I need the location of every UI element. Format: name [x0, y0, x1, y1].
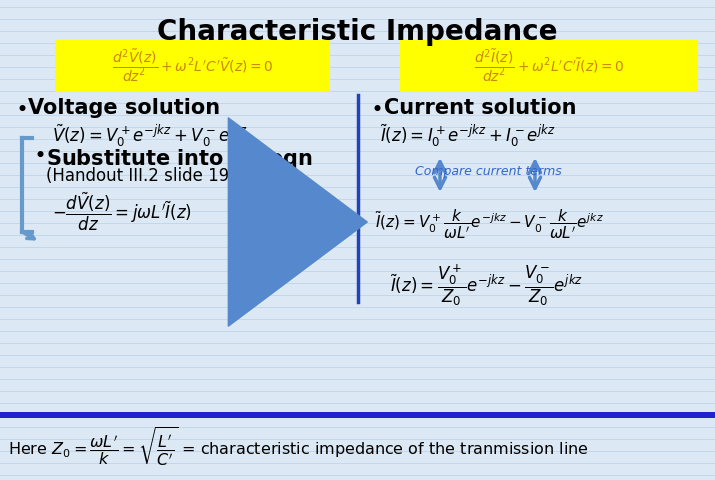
Text: $\dfrac{d^2\tilde{V}(z)}{dz^2}+\omega^2 L'C'\tilde{V}(z)=0$: $\dfrac{d^2\tilde{V}(z)}{dz^2}+\omega^2 …	[112, 48, 273, 84]
Text: $\bullet$: $\bullet$	[15, 98, 26, 118]
Text: $-\dfrac{d\tilde{V}(z)}{dz}=j\omega L'\tilde{I}(z)$: $-\dfrac{d\tilde{V}(z)}{dz}=j\omega L'\t…	[52, 190, 192, 232]
Bar	[0, 412, 715, 418]
Text: $\dfrac{d^2\tilde{I}(z)}{dz^2}+\omega^2 L'C'\tilde{I}(z)=0$: $\dfrac{d^2\tilde{I}(z)}{dz^2}+\omega^2 …	[473, 48, 624, 84]
Text: $\bullet$: $\bullet$	[33, 144, 44, 164]
Text: Voltage solution: Voltage solution	[28, 98, 220, 118]
Text: $\tilde{I}(z)=V_0^+\dfrac{k}{\omega L'}e^{-jkz}-V_0^-\dfrac{k}{\omega L'}e^{jkz}: $\tilde{I}(z)=V_0^+\dfrac{k}{\omega L'}e…	[375, 208, 604, 241]
Text: $\bullet$: $\bullet$	[370, 98, 382, 118]
Text: Substitute into 1$^\mathregular{st}$ eqn: Substitute into 1$^\mathregular{st}$ eqn	[46, 144, 313, 173]
FancyBboxPatch shape	[55, 40, 330, 92]
Text: $\tilde{I}(z)=\dfrac{V_0^+}{Z_0}e^{-jkz}-\dfrac{V_0^-}{Z_0}e^{jkz}$: $\tilde{I}(z)=\dfrac{V_0^+}{Z_0}e^{-jkz}…	[390, 262, 583, 308]
Text: Current solution: Current solution	[384, 98, 576, 118]
Text: Compare current terms: Compare current terms	[415, 166, 561, 179]
Text: $\tilde{I}(z)=I_0^+e^{-jkz}+I_0^-e^{jkz}$: $\tilde{I}(z)=I_0^+e^{-jkz}+I_0^-e^{jkz}…	[380, 123, 556, 149]
Text: Characteristic Impedance: Characteristic Impedance	[157, 18, 557, 46]
Text: $\tilde{V}(z)=V_0^+e^{-jkz}+V_0^-e^{jkz}$: $\tilde{V}(z)=V_0^+e^{-jkz}+V_0^-e^{jkz}…	[52, 123, 247, 149]
Text: Here $Z_0=\dfrac{\omega L'}{k}=\sqrt{\dfrac{L'}{C'}}$ = characteristic impedance: Here $Z_0=\dfrac{\omega L'}{k}=\sqrt{\df…	[8, 426, 588, 468]
Text: (Handout III.2 slide 19): (Handout III.2 slide 19)	[46, 167, 236, 185]
FancyBboxPatch shape	[400, 40, 698, 92]
Bar	[0, 418, 715, 480]
